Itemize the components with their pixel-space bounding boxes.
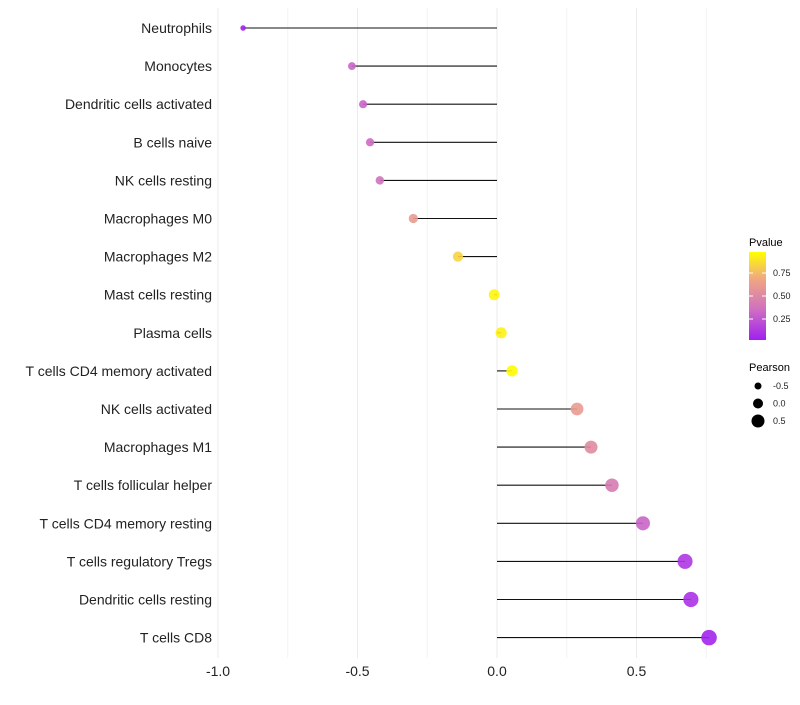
lollipop-point [701, 629, 717, 646]
size-legend-label: -0.5 [773, 381, 789, 391]
pvalue-colorbar [749, 252, 766, 340]
colorbar-tick-label: 0.25 [773, 314, 791, 324]
y-tick-label: Neutrophils [141, 20, 212, 36]
y-tick-label: T cells CD4 memory resting [40, 515, 212, 531]
lollipop-point [452, 251, 464, 262]
y-tick-label: Plasma cells [133, 325, 212, 341]
lollipop-point [677, 553, 693, 569]
lollipop-point [683, 591, 699, 608]
colorbar-tick-label: 0.75 [773, 268, 791, 278]
lollipop-point [495, 327, 507, 339]
pvalue-legend-title: Pvalue [749, 237, 783, 249]
x-tick-label: -0.5 [345, 663, 369, 679]
pearson-legend: Pearson -0.5 0.0 0.5 [749, 362, 790, 428]
pvalue-legend: Pvalue 0.25 0.50 0.75 [749, 237, 791, 340]
y-tick-label: NK cells activated [101, 401, 212, 417]
x-tick-label: -1.0 [206, 663, 230, 679]
lollipop-point [488, 289, 500, 301]
lollipop-point [570, 402, 584, 416]
lollipop-point [408, 213, 418, 224]
size-legend-dot [753, 398, 763, 409]
y-tick-label: Macrophages M1 [104, 439, 212, 455]
lollipop-point [365, 138, 375, 147]
pearson-legend-title: Pearson [749, 362, 790, 374]
y-axis-labels: Neutrophils Monocytes Dendritic cells acti… [26, 20, 213, 646]
grid-lines [217, 8, 707, 658]
y-tick-label: T cells CD4 memory activated [26, 363, 212, 379]
y-tick-label: NK cells resting [115, 172, 212, 188]
size-legend-label: 0.5 [773, 416, 786, 426]
lollipop-point [506, 365, 518, 377]
size-legend-dot [751, 414, 765, 428]
y-tick-label: T cells regulatory Tregs [67, 553, 212, 569]
lollipop-point [635, 516, 650, 531]
y-tick-label: Mast cells resting [104, 287, 212, 303]
y-tick-label: Macrophages M0 [104, 211, 212, 227]
colorbar-tick-label: 0.50 [773, 291, 791, 301]
x-tick-label: 0.0 [487, 663, 507, 679]
y-tick-label: Monocytes [144, 58, 212, 74]
lollipop-point [605, 478, 619, 492]
lollipop-point [240, 25, 246, 31]
y-tick-label: T cells follicular helper [74, 477, 213, 493]
lollipop-point [359, 100, 368, 109]
x-axis-labels: -1.0 -0.5 0.0 0.5 [206, 663, 647, 679]
y-tick-label: B cells naive [133, 134, 212, 150]
y-tick-label: Dendritic cells resting [79, 592, 212, 608]
y-tick-label: Macrophages M2 [104, 249, 212, 265]
y-tick-label: T cells CD8 [140, 630, 212, 646]
lollipop-segments [243, 27, 710, 639]
y-tick-label: Dendritic cells activated [65, 96, 212, 112]
lollipop-points [240, 25, 717, 646]
lollipop-point [347, 62, 356, 71]
lollipop-point [584, 440, 598, 454]
lollipop-point [375, 176, 385, 185]
size-legend-dot [754, 382, 762, 390]
x-tick-label: 0.5 [627, 663, 647, 679]
size-legend-label: 0.0 [773, 399, 786, 409]
